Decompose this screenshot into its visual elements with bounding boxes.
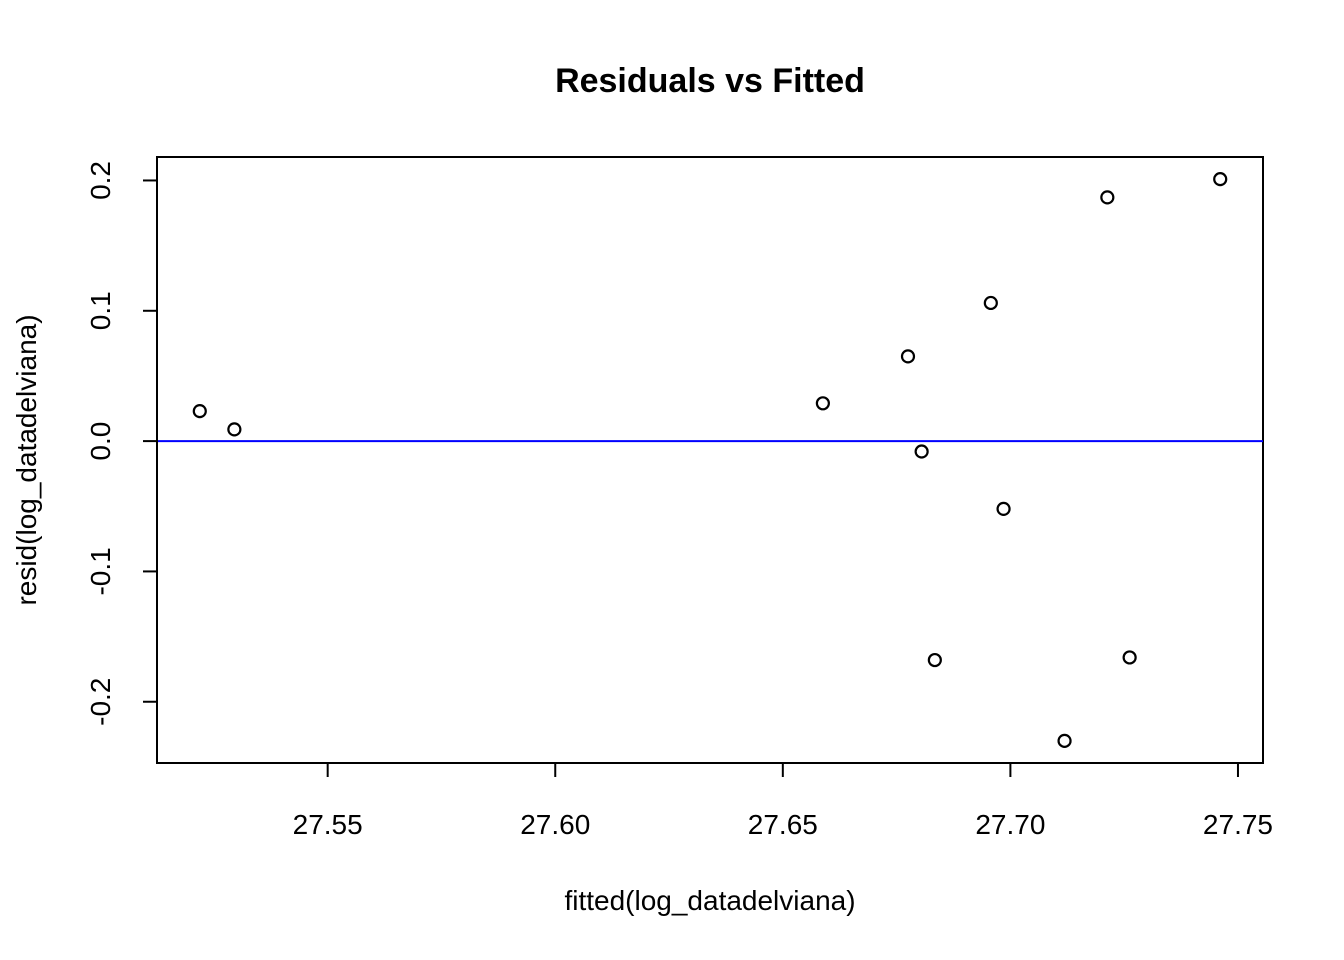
y-tick-label: -0.1 bbox=[85, 547, 116, 595]
data-point bbox=[1100, 190, 1115, 205]
data-point bbox=[1122, 650, 1137, 665]
data-point bbox=[1213, 172, 1228, 187]
y-tick-label: 0.1 bbox=[85, 291, 116, 330]
y-tick-label: -0.2 bbox=[85, 678, 116, 726]
chart-title: Residuals vs Fitted bbox=[555, 62, 865, 100]
data-points bbox=[192, 172, 1228, 748]
data-point bbox=[996, 501, 1011, 516]
data-point bbox=[914, 444, 929, 459]
x-axis-label: fitted(log_datadelviana) bbox=[564, 885, 855, 916]
data-point bbox=[927, 652, 942, 668]
y-axis-label: resid(log_datadelviana) bbox=[11, 314, 42, 605]
plot-frame bbox=[156, 156, 1264, 764]
y-axis: -0.2 -0.1 0.0 0.1 0.2 bbox=[85, 161, 158, 726]
x-axis: 27.55 27.60 27.65 27.70 27.75 bbox=[293, 762, 1273, 840]
data-point bbox=[1057, 733, 1072, 748]
x-tick-label: 27.65 bbox=[748, 809, 818, 840]
data-point bbox=[815, 396, 830, 411]
data-point bbox=[192, 404, 207, 419]
y-tick-label: 0.2 bbox=[85, 161, 116, 200]
y-tick-label: 0.0 bbox=[85, 422, 116, 461]
data-point bbox=[900, 349, 916, 364]
x-tick-label: 27.75 bbox=[1203, 809, 1273, 840]
data-point bbox=[227, 422, 242, 437]
data-point bbox=[983, 295, 998, 311]
x-tick-label: 27.70 bbox=[975, 809, 1045, 840]
x-tick-label: 27.55 bbox=[293, 809, 363, 840]
x-tick-label: 27.60 bbox=[520, 809, 590, 840]
